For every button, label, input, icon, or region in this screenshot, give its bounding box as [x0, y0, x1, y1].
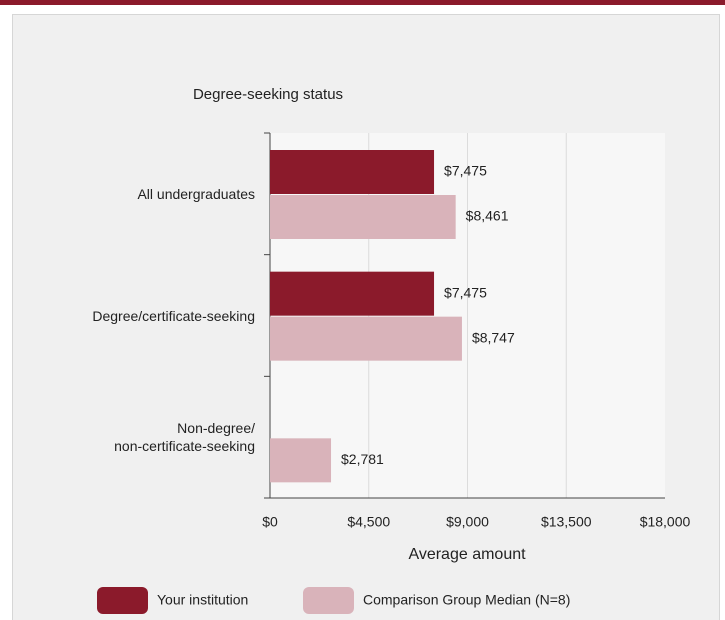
value-label: $8,747	[472, 329, 515, 345]
x-axis-label: Average amount	[408, 546, 526, 563]
bar	[270, 195, 456, 239]
legend-label: Comparison Group Median (N=8)	[363, 592, 570, 608]
y-tick-label: Non-degree/ non-certificate-seeking	[114, 420, 255, 455]
value-label: $7,475	[444, 284, 487, 300]
value-label: $7,475	[444, 163, 487, 179]
legend-swatch	[303, 587, 354, 614]
x-tick-label: $4,500	[347, 514, 390, 530]
x-tick-label: $9,000	[446, 514, 489, 530]
x-tick-label: $0	[262, 514, 278, 530]
bar	[270, 271, 435, 316]
x-tick-label: $18,000	[640, 514, 691, 530]
y-tick-label: All undergraduates	[137, 185, 255, 202]
legend-swatch	[97, 587, 148, 614]
legend-label: Your institution	[157, 592, 248, 608]
bar	[270, 438, 332, 483]
bar	[270, 316, 462, 361]
chart-title: Degree-seeking status	[193, 86, 343, 103]
value-label: $2,781	[341, 451, 384, 467]
top-bar	[0, 0, 725, 5]
value-label: $8,461	[466, 208, 509, 224]
bar	[270, 150, 435, 194]
x-tick-label: $13,500	[541, 514, 592, 530]
y-tick-label: Degree/certificate-seeking	[92, 307, 255, 324]
